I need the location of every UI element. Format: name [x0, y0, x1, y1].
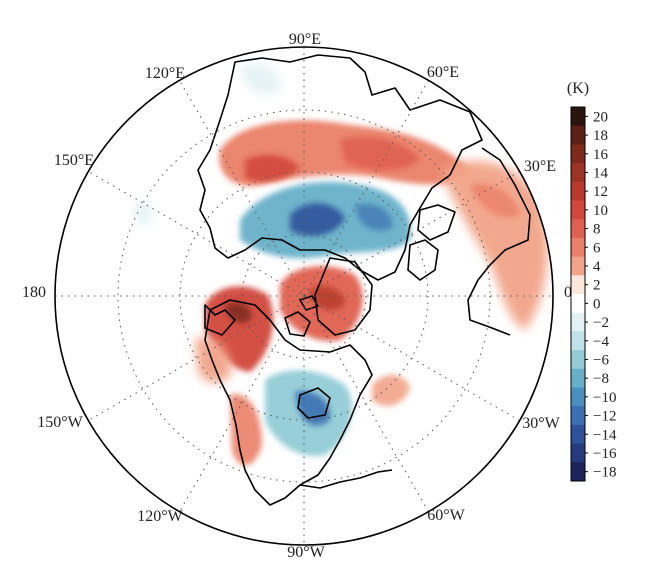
colorbar-swatch [571, 163, 585, 183]
lon-label-180: 180 [22, 284, 46, 301]
colorbar-swatch [571, 237, 585, 257]
colorbar-level-label: −10 [593, 390, 616, 406]
lon-label-150e: 150°E [54, 152, 94, 169]
lon-label-60e: 60°E [427, 64, 459, 81]
colorbar-level-label: −18 [593, 465, 616, 481]
colorbar-swatch [571, 144, 585, 164]
latitude-circle [241, 233, 367, 359]
coastline-archipelago [284, 295, 319, 337]
colorbar-level-label: 14 [593, 165, 609, 181]
coastline-eurasia [197, 54, 483, 281]
colorbar-unit: (K) [567, 80, 589, 97]
colorbar-swatch [571, 387, 585, 407]
warm-anomaly-africa-core [470, 184, 520, 217]
warm-anomaly-africa [440, 161, 548, 330]
colorbar-swatch [571, 368, 585, 388]
colorbar-swatch [571, 200, 585, 220]
colorbar-level-label: −12 [593, 409, 616, 425]
colorbar-swatch [571, 256, 585, 276]
warm-anomaly-pacific [195, 336, 232, 383]
lon-label-90e: 90°E [289, 31, 321, 48]
cold-anomaly-siberia-core [290, 203, 345, 236]
coastline-gulf [299, 469, 393, 489]
cold-anomaly-siberia-mid [355, 203, 393, 231]
warm-anomaly-russia [340, 136, 420, 171]
colorbar-level-label: −6 [593, 353, 609, 369]
colorbar-swatch [571, 219, 585, 239]
colorbar-swatch [571, 107, 585, 127]
colorbar-swatch [571, 294, 585, 314]
colorbar-level-label: 16 [593, 147, 609, 163]
lon-label-30w: 30°W [522, 415, 560, 432]
lon-label-90w: 90°W [287, 544, 325, 561]
map-boundary [54, 46, 554, 546]
lon-label-120w: 120°W [137, 508, 183, 525]
colorbar-swatch [571, 406, 585, 426]
cold-anomaly-east-na-core [295, 391, 331, 426]
colorbar-swatch [571, 331, 585, 351]
colorbar: (K) 20181614121086420−2−4−6−8−10−12−14−1… [567, 80, 617, 482]
coastline-north-america [204, 299, 373, 506]
anomaly-fields [134, 63, 548, 466]
lon-label-150w: 150°W [37, 414, 83, 431]
cold-anomaly-pacific-faint [134, 201, 152, 226]
coastline-africa-north [467, 147, 531, 336]
colorbar-swatch [571, 424, 585, 444]
warm-anomaly-western-na [230, 394, 262, 466]
colorbar-swatch [571, 275, 585, 295]
colorbar-level-label: 6 [593, 240, 601, 256]
lon-label-0: 0 [564, 284, 572, 301]
colorbar-level-label: −4 [593, 334, 609, 350]
colorbar-level-label: 18 [593, 128, 608, 144]
colorbar-swatch [571, 443, 585, 463]
colorbar-level-label: 8 [593, 222, 601, 238]
lon-label-30e: 30°E [524, 158, 556, 175]
colorbar-swatch [571, 312, 585, 332]
colorbar-frame [570, 106, 586, 482]
map-disk [54, 46, 554, 546]
coastlines [197, 54, 531, 506]
colorbar-level-label: 12 [593, 184, 608, 200]
coastline-alaska [204, 304, 236, 336]
longitude-labels: 90°E 60°E 30°E 0 30°W 60°W 90°W 120°W 15… [22, 31, 572, 561]
colorbar-level-label: 2 [593, 278, 601, 294]
colorbar-swatch [571, 350, 585, 370]
colorbar-level-label: 20 [593, 109, 608, 125]
lon-label-60w: 60°W [427, 507, 465, 524]
colorbar-level-label: 0 [593, 296, 601, 312]
colorbar-level-label: −16 [593, 446, 617, 462]
warm-anomaly-arctic-core [310, 285, 345, 310]
latitude-circle [117, 109, 491, 483]
coastline-hudson-bay [297, 387, 331, 419]
graticule [55, 47, 553, 545]
colorbar-swatch [571, 462, 585, 482]
colorbar-level-label: −8 [593, 371, 609, 387]
latitude-circle [179, 171, 429, 421]
colorbar-level-label: −14 [593, 427, 617, 443]
colorbar-level-label: −2 [593, 315, 609, 331]
coastline-scandinavia [407, 239, 439, 281]
warm-anomaly-atlantic [372, 374, 410, 407]
colorbar-swatch [571, 125, 585, 145]
colorbar-swatches [571, 107, 585, 482]
warm-anomaly-europe-core [245, 154, 300, 182]
colorbar-level-label: 10 [593, 203, 608, 219]
colorbar-swatch [571, 181, 585, 201]
lon-label-120e: 120°E [145, 65, 185, 82]
colorbar-level-label: 4 [593, 259, 601, 275]
cold-anomaly-arabia-faint [240, 63, 281, 95]
